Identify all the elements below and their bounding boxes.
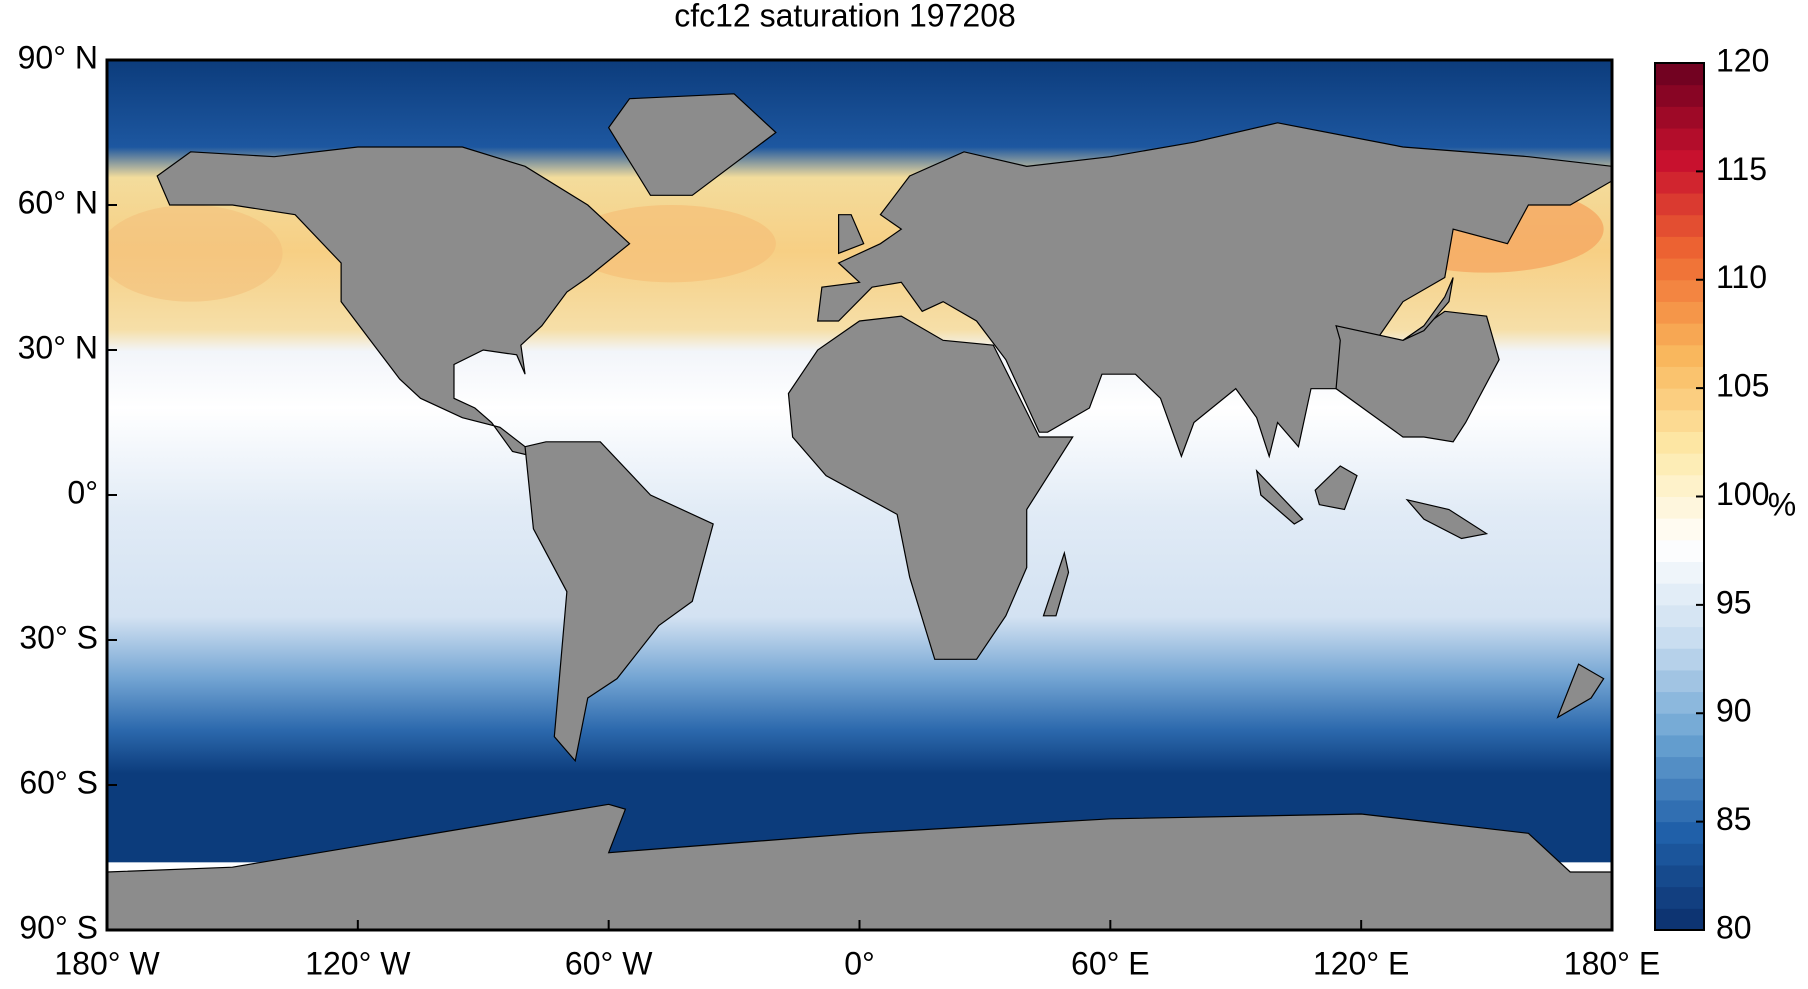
x-tick-label: 180° W	[54, 945, 160, 981]
colorbar-band	[1655, 214, 1704, 237]
colorbar-band	[1655, 106, 1704, 129]
colorbar-band	[1655, 648, 1704, 671]
colorbar-band	[1655, 63, 1704, 86]
y-tick-label: 90° S	[19, 909, 98, 945]
x-tick-label: 180° E	[1564, 945, 1660, 981]
britain	[839, 215, 864, 254]
x-tick-label: 0°	[844, 945, 875, 981]
x-tick-label: 120° W	[305, 945, 411, 981]
y-tick-label: 0°	[67, 474, 98, 510]
colorbar-band	[1655, 431, 1704, 454]
x-tick-label: 60° E	[1071, 945, 1150, 981]
colorbar-band	[1655, 864, 1704, 888]
colorbar-band	[1655, 128, 1704, 151]
greenland	[609, 94, 776, 195]
south-america	[525, 442, 713, 761]
new-guinea	[1407, 500, 1486, 539]
colorbar-band	[1655, 258, 1704, 281]
colorbar-tick-label: 110	[1716, 259, 1767, 295]
colorbar-band	[1655, 366, 1704, 389]
madagascar	[1043, 553, 1068, 616]
antarctica	[107, 804, 1612, 930]
colorbar-band	[1655, 518, 1704, 541]
colorbar-band	[1655, 626, 1704, 649]
y-tick-label: 30° N	[18, 329, 98, 365]
colorbar-band	[1655, 388, 1704, 411]
colorbar-band	[1655, 886, 1704, 909]
y-tick-label: 30° S	[19, 619, 98, 655]
africa	[788, 316, 1072, 659]
colorbar-band	[1655, 604, 1704, 628]
sumatra	[1257, 471, 1303, 524]
colorbar-band	[1655, 323, 1704, 346]
colorbar-tick-label: 90	[1716, 693, 1752, 729]
colorbar-tick-label: 120	[1716, 42, 1769, 78]
new-zealand	[1558, 664, 1604, 717]
colorbar-band	[1655, 279, 1704, 302]
colorbar-tick-label: 115	[1716, 151, 1767, 187]
colorbar-band	[1655, 149, 1704, 172]
colorbar-tick-label: 85	[1716, 801, 1752, 837]
colorbar-band	[1655, 453, 1704, 476]
colorbar-band	[1655, 236, 1704, 259]
colorbar-tick-label: 100	[1716, 476, 1769, 512]
colorbar-band	[1655, 193, 1704, 216]
japan	[1403, 278, 1453, 341]
colorbar-band	[1655, 84, 1704, 107]
colorbar-band	[1655, 713, 1704, 736]
colorbar-band	[1655, 344, 1704, 367]
y-tick-label: 60° N	[18, 184, 98, 220]
colorbar-band	[1655, 301, 1704, 324]
north-america	[157, 147, 629, 456]
colorbar-band	[1655, 908, 1704, 931]
colorbar-band	[1655, 734, 1704, 758]
colorbar-band	[1655, 756, 1704, 779]
x-tick-label: 120° E	[1313, 945, 1409, 981]
australia	[1336, 311, 1499, 442]
colorbar-band	[1655, 691, 1704, 714]
colorbar-band	[1655, 778, 1704, 801]
colorbar-tick-label: 105	[1716, 368, 1769, 404]
colorbar-band	[1655, 561, 1704, 584]
y-tick-label: 60° S	[19, 764, 98, 800]
map	[107, 60, 1612, 930]
colorbar-tick-label: 80	[1716, 909, 1752, 945]
chart-title: cfc12 saturation 197208	[674, 0, 1016, 33]
colorbar-band	[1655, 799, 1704, 823]
x-tick-label: 60° W	[565, 945, 653, 981]
colorbar-band	[1655, 583, 1704, 606]
colorbar-band	[1655, 669, 1704, 693]
colorbar-label: %	[1768, 486, 1796, 522]
y-tick-label: 90° N	[18, 39, 98, 75]
ocean-anomaly	[566, 205, 776, 283]
colorbar-band	[1655, 409, 1704, 432]
ocean-anomaly	[107, 205, 283, 302]
colorbar-band	[1655, 539, 1704, 563]
colorbar-band	[1655, 171, 1704, 194]
colorbar-band	[1655, 843, 1704, 866]
colorbar-band	[1655, 821, 1704, 844]
colorbar-tick-label: 95	[1716, 584, 1752, 620]
borneo	[1315, 466, 1357, 510]
colorbar-band	[1655, 474, 1704, 497]
colorbar-band	[1655, 496, 1704, 519]
